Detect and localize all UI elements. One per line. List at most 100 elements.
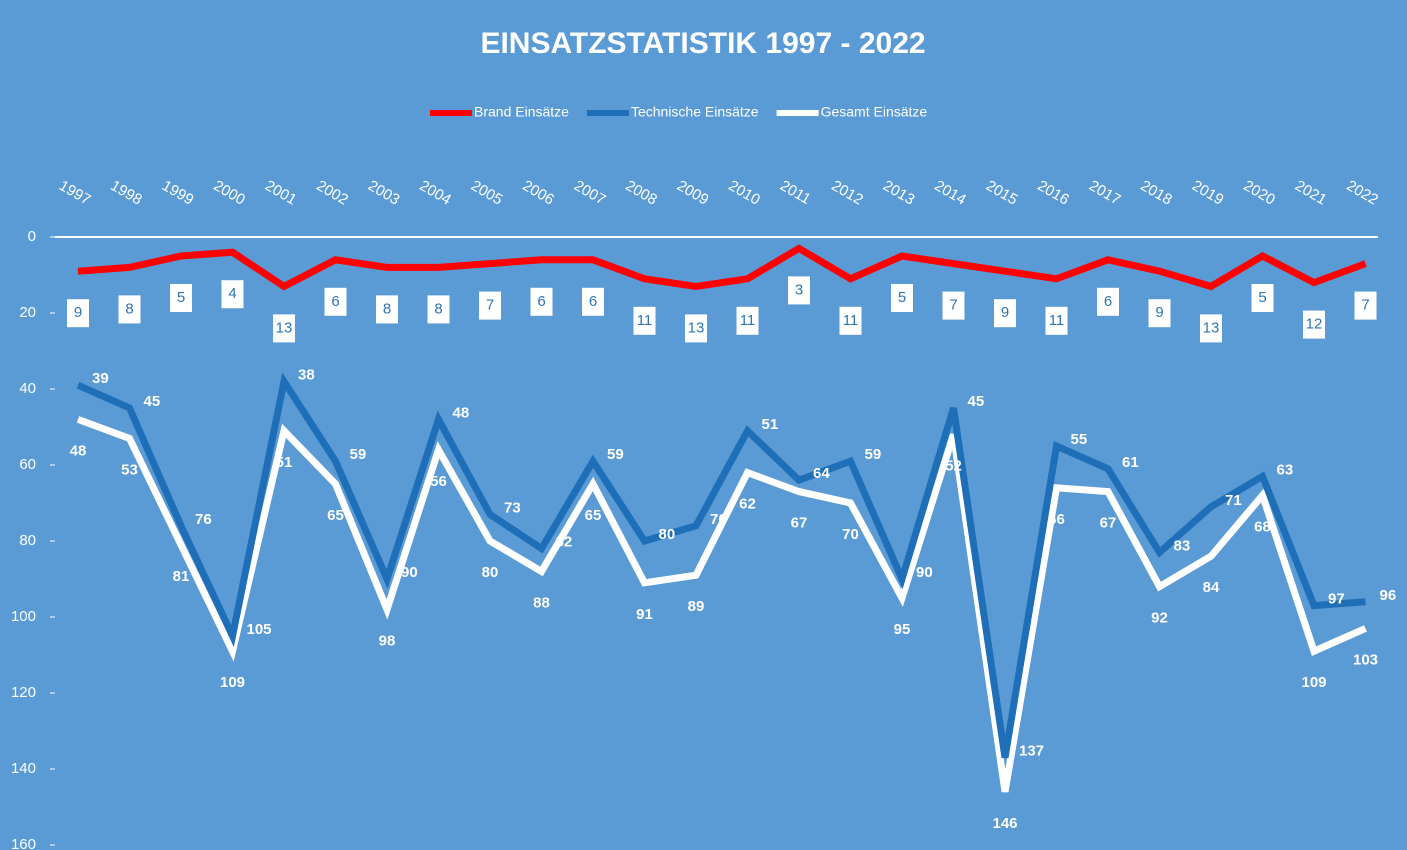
data-label: 105 (247, 621, 272, 638)
data-label: 9 (74, 304, 82, 321)
data-label: 59 (350, 446, 367, 463)
label-box (685, 314, 707, 343)
label-box (1200, 314, 1222, 343)
data-label: 11 (637, 312, 653, 329)
data-label: 55 (1071, 431, 1088, 448)
data-label: 6 (537, 293, 545, 310)
data-label: 76 (710, 511, 727, 528)
data-label: 80 (659, 526, 676, 543)
data-label: 3 (795, 281, 803, 298)
data-label: 39 (92, 370, 109, 387)
data-label: 11 (740, 312, 756, 329)
data-label: 109 (1301, 674, 1326, 691)
data-label: 80 (482, 564, 499, 581)
data-label: 109 (220, 674, 245, 691)
data-label: 89 (688, 598, 705, 615)
label-box (273, 314, 295, 343)
data-label: 96 (1380, 587, 1397, 604)
data-label: 65 (327, 507, 344, 524)
data-label: 64 (813, 465, 830, 482)
label-box (170, 284, 192, 312)
data-label: 4 (228, 285, 236, 302)
label-box (1097, 287, 1119, 316)
data-label: 103 (1353, 651, 1378, 668)
data-label: 66 (1048, 511, 1065, 528)
legend-label: Technische Einsätze (631, 104, 759, 120)
data-label: 98 (379, 632, 396, 649)
series-line (76, 416, 1367, 793)
data-label: 45 (144, 393, 161, 410)
data-label: 9 (1155, 304, 1163, 321)
data-label: 51 (276, 454, 293, 471)
data-label: 8 (383, 300, 391, 317)
data-label: 76 (195, 511, 212, 528)
data-label: 63 (1277, 461, 1294, 478)
data-label: 67 (791, 515, 808, 532)
chart-title: EINSATZSTATISTIK 1997 - 2022 (480, 27, 925, 60)
label-box (633, 306, 656, 335)
data-label: 7 (1361, 297, 1369, 314)
data-label: 6 (331, 293, 339, 310)
label-box (221, 280, 244, 309)
label-box (67, 299, 89, 328)
label-box (582, 287, 604, 316)
y-tick-label: 40 (19, 380, 36, 397)
data-label: 7 (949, 297, 957, 314)
label-box (1354, 291, 1377, 320)
legend-label: Gesamt Einsätze (821, 104, 928, 120)
series-line (77, 244, 1367, 291)
data-label: 13 (688, 319, 705, 336)
label-box (118, 295, 141, 324)
data-label: 62 (739, 496, 756, 513)
label-box (788, 276, 810, 305)
label-box (839, 306, 862, 335)
label-box (376, 295, 398, 324)
data-label: 95 (894, 621, 911, 638)
label-box (891, 284, 913, 312)
data-label: 90 (916, 564, 933, 581)
y-tick-label: 120 (11, 684, 36, 701)
data-label: 70 (842, 526, 859, 543)
data-label: 59 (865, 446, 882, 463)
label-box (942, 291, 965, 320)
data-label: 9 (1001, 304, 1009, 321)
data-label: 5 (898, 289, 906, 306)
label-box (530, 287, 553, 316)
data-label: 137 (1019, 743, 1044, 760)
data-label: 68 (1254, 518, 1271, 535)
legend-label: Brand Einsätze (474, 104, 569, 120)
label-box (994, 299, 1016, 328)
data-label: 56 (430, 473, 447, 490)
data-label: 65 (585, 507, 602, 524)
data-label: 73 (504, 499, 521, 516)
data-label: 6 (1104, 293, 1112, 310)
data-label: 38 (298, 366, 315, 383)
label-box (324, 287, 347, 316)
y-tick-label: 160 (11, 836, 36, 850)
data-label: 51 (762, 416, 779, 433)
data-label: 13 (276, 319, 293, 336)
series-line (76, 372, 1366, 759)
data-label: 5 (1258, 289, 1266, 306)
data-label: 48 (70, 442, 87, 459)
label-box (427, 295, 450, 324)
data-label: 71 (1225, 492, 1242, 509)
data-label: 59 (607, 446, 624, 463)
data-label: 7 (486, 297, 494, 314)
data-label: 53 (121, 461, 138, 478)
y-tick-label: 140 (11, 760, 36, 777)
data-label: 11 (843, 312, 859, 329)
data-label: 81 (173, 568, 190, 585)
data-label: 90 (401, 564, 418, 581)
data-label: 67 (1100, 515, 1117, 532)
y-tick-label: 60 (19, 456, 36, 473)
data-label: 48 (453, 404, 470, 421)
y-tick-label: 100 (11, 608, 36, 625)
data-label: 13 (1203, 319, 1220, 336)
label-box (1251, 284, 1274, 312)
y-tick-label: 0 (28, 228, 36, 245)
data-label: 91 (636, 606, 653, 623)
label-box (1303, 310, 1325, 339)
